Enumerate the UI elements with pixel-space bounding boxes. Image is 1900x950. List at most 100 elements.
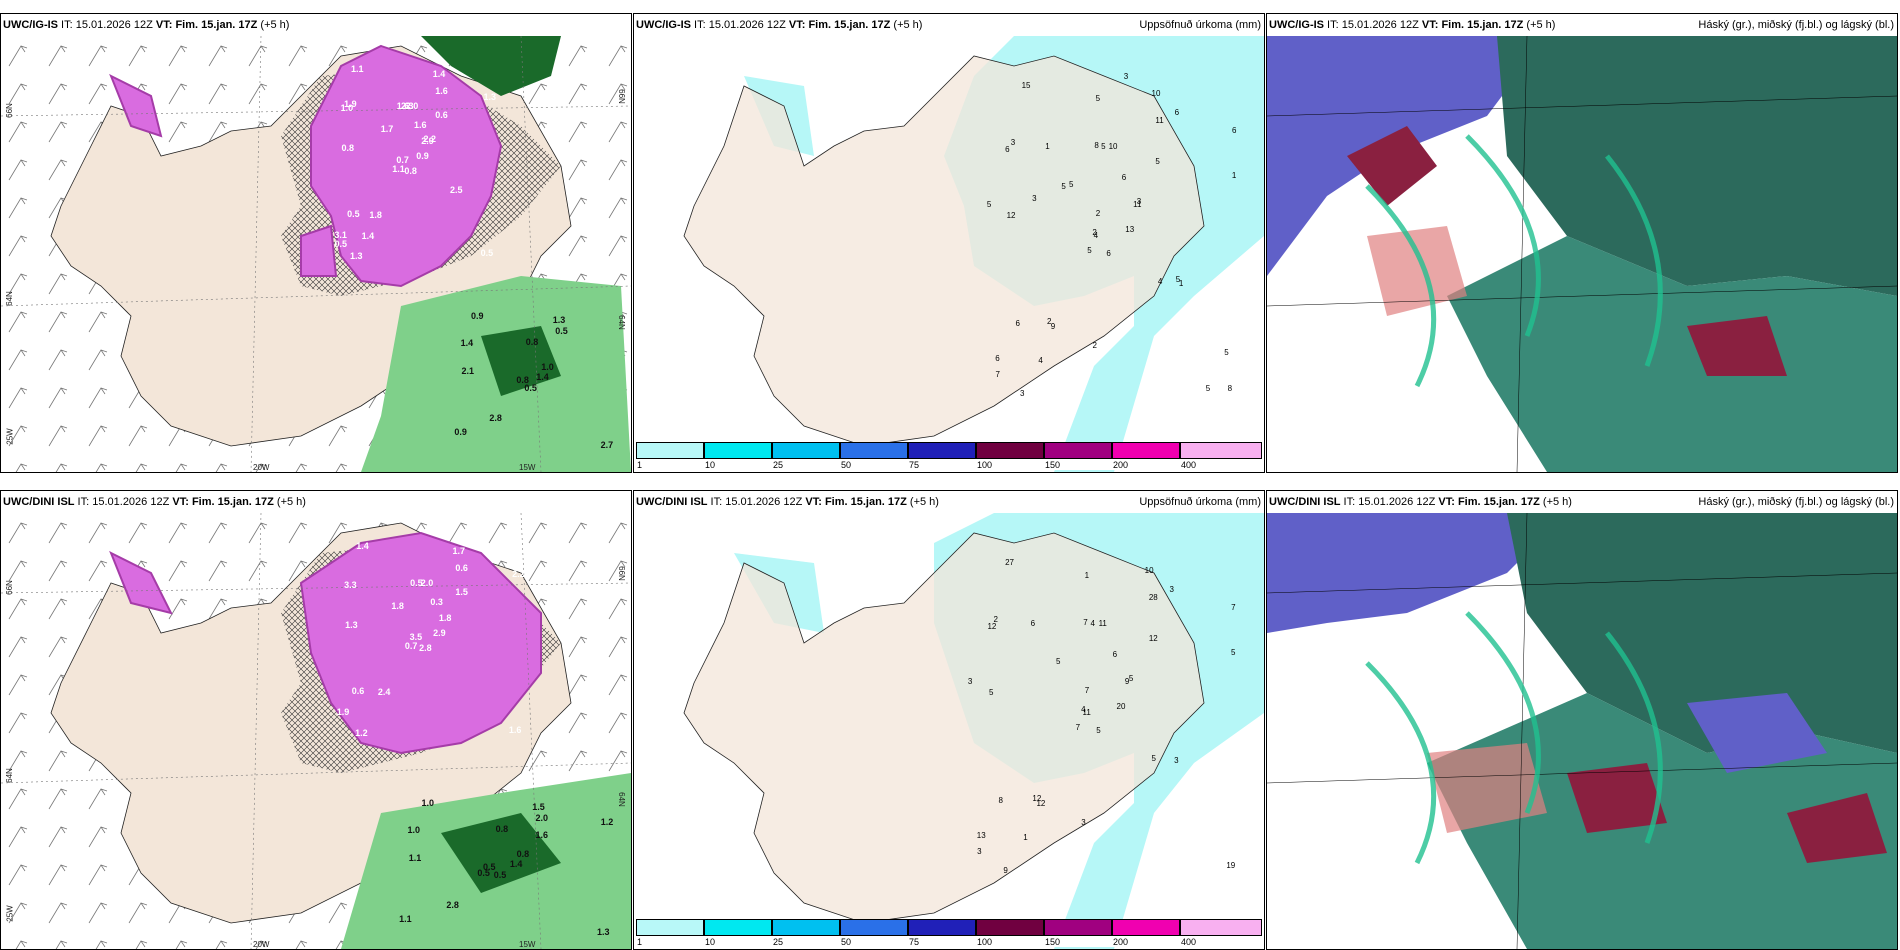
legend-label: 75 [909,937,920,947]
map-value-label: 1.0 [541,361,554,372]
legend-label: 100 [977,460,993,470]
map-value-label: 1.9 [336,706,350,717]
map-value-label: 15 [1021,80,1031,90]
high-cloud-area [1267,513,1567,633]
map-value-label: 6 [1232,126,1237,136]
precip-map[interactable] [634,513,1264,949]
map-value-label: 0.5 [410,577,423,588]
map-value-label: 1.3 [349,251,363,262]
legend-label: 100 [977,937,993,947]
legend-swatch [636,442,704,459]
map-value-label: 4 [1157,277,1163,287]
cloud-map[interactable] [1267,513,1897,949]
map-value-label: 3.1 [334,229,347,240]
map-value-label: 0.8 [341,142,355,153]
map-value-label: 5 [989,687,994,697]
map-value-label: 0.8 [516,374,529,385]
snow-area [310,44,503,288]
map-value-label: 4 [1090,618,1095,628]
map-value-label: 2.8 [446,900,459,911]
map-value-label: 1.6 [413,120,427,131]
map-value-label: 1.6 [435,85,448,96]
map-value-label: 0.5 [493,869,507,880]
panel-title: Háský (gr.), miðský (fj.bl.) og lágský (… [1698,19,1894,31]
map-value-label: 11 [1155,116,1164,126]
map-value-label: 3 [1020,389,1025,399]
map-value-label: 12 [1006,210,1016,220]
map-value-label: 19 [1226,861,1236,871]
map-value-label: 2.9 [433,628,446,639]
legend-label: 75 [909,460,920,470]
map-value-label: 2.0 [535,813,549,824]
map-value-label: 5 [1231,648,1236,658]
map-value-label: 1.1 [350,64,364,74]
map-value-label: 1.3 [483,91,496,102]
map-value-label: 3 [1136,196,1142,206]
map-value-label: 1.8 [438,613,452,624]
map-value-label: 4 [1038,355,1043,365]
map-value-label: 6 [1174,107,1180,117]
snow-rain-map[interactable] [1,513,631,949]
map-value-label: 0.5 [480,247,494,258]
map-value-label: 1 [1023,832,1028,842]
map-value-label: 1.0 [340,102,354,113]
panel-ig-is-clouds: UWC/IG-IS IT: 15.01.2026 12Z VT: Fim. 15… [1266,13,1898,473]
map-value-label: 11 [1098,618,1107,628]
map-value-label: 6 [1121,173,1127,183]
legend-label: 200 [1113,937,1129,947]
map-value-label: 1.0 [421,798,435,808]
map-value-label: 1.3 [345,619,358,630]
legend-label: 25 [773,460,784,470]
precip-map[interactable] [634,36,1264,472]
map-value-label: 0.8 [516,848,530,859]
map-value-label: 0.5 [477,868,490,879]
snow-area [299,531,542,755]
map-value-label: 12 [1148,633,1158,643]
map-value-label: 2 [1095,208,1101,218]
axis-lat-66n-right: 66N [617,89,627,104]
axis-lon-15w: 15W [519,940,536,949]
map-value-label: 2.5 [450,184,463,195]
map-value-label: 5 [1128,673,1134,683]
map-value-label: 12 [1036,798,1046,808]
map-value-label: 6 [1005,144,1010,154]
map-value-label: 5 [1096,726,1101,736]
mid-cloud-area [1507,513,1897,753]
map-value-label: 0.5 [555,326,568,337]
legend-label: 50 [841,937,852,947]
legend-swatch [1180,442,1262,459]
map-value-label: 20 [1116,701,1126,711]
map-value-label: 1.1 [399,914,412,925]
snow-rain-map[interactable] [1,36,631,472]
map-value-label: 2.4 [377,687,391,698]
iceland-outline [683,532,1205,924]
map-value-label: 5 [1224,347,1229,357]
rain-area-ne [421,36,561,96]
map-value-label: 2 [1092,227,1097,237]
legend-swatch [1112,919,1180,936]
cloud-map[interactable] [1267,36,1897,472]
map-value-label: 5 [1055,656,1061,666]
map-value-label: 27 [1005,557,1014,567]
map-value-label: 1.8 [391,601,404,611]
legend-label: 1 [637,460,643,470]
map-value-label: 10 [1108,141,1118,151]
high-cloud-area [1267,36,1547,276]
legend-swatch [840,919,908,936]
legend-swatch [840,442,908,459]
legend-label: 400 [1181,937,1197,947]
map-value-label: 0.5 [334,239,348,250]
map-value-label: 2.2 [512,568,525,579]
map-value-label: 1.4 [432,69,446,80]
map-value-label: 1.4 [356,541,369,551]
map-value-label: 5 [1095,93,1101,103]
panel-title: Uppsöfnuð úrkoma (mm) [1139,19,1261,31]
map-value-label: 3 [1032,193,1037,203]
map-value-label: 0.5 [524,382,537,393]
legend-label: 150 [1045,460,1061,470]
map-value-label: 4 [1081,704,1086,714]
map-value-label: 6 [995,354,1000,364]
legend-swatch [1112,442,1180,459]
map-value-label: 10 [1144,566,1154,576]
map-value-label: 5 [1101,141,1106,151]
